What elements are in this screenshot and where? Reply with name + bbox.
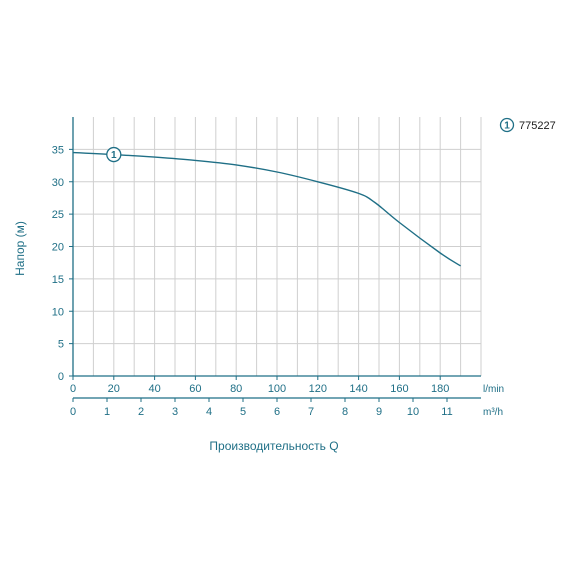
x-tick-labels-secondary: 0 1 2 3 4 5 6 7 8 9 10 11 (70, 398, 453, 418)
y-tick-label: 30 (52, 177, 64, 189)
legend-marker-circle (499, 117, 515, 133)
x2-tick-label: 2 (138, 406, 144, 418)
y-tick-label: 25 (52, 209, 64, 221)
x2-tick-label: 3 (172, 406, 178, 418)
y-tick-label: 35 (52, 144, 64, 156)
series-marker-label: 1 (111, 150, 117, 161)
y-tick-label: 10 (52, 306, 64, 318)
x2-tick-label: 1 (104, 406, 110, 418)
x-tick-label: 100 (268, 383, 286, 395)
x2-tick-label: 9 (376, 406, 382, 418)
y-axis-title: Напор (м) (13, 221, 27, 276)
x2-tick-label: 10 (407, 406, 419, 418)
x-tick-label: 80 (230, 383, 242, 395)
x-tick-label: 0 (70, 383, 76, 395)
x2-tick-label: 0 (70, 406, 76, 418)
x-tick-label: 120 (309, 383, 327, 395)
x-unit-secondary: m³/h (483, 407, 503, 418)
x-tick-label: 40 (148, 383, 160, 395)
x2-tick-label: 6 (274, 406, 280, 418)
x2-tick-label: 4 (206, 406, 212, 418)
x-tick-label: 60 (189, 383, 201, 395)
x2-tick-label: 5 (240, 406, 246, 418)
y-tick-label: 5 (58, 339, 64, 351)
x2-tick-label: 8 (342, 406, 348, 418)
x2-tick-label: 7 (308, 406, 314, 418)
y-tick-label: 20 (52, 242, 64, 254)
series-marker: 1 (106, 146, 122, 163)
y-tick-label: 15 (52, 274, 64, 286)
x-tick-labels-primary: 0 20 40 60 80 100 120 140 160 180 (70, 376, 449, 395)
x-tick-label: 140 (349, 383, 367, 395)
x-unit-primary: l/min (483, 384, 504, 395)
x2-tick-label: 11 (441, 406, 452, 418)
y-tick-label: 0 (58, 371, 64, 383)
x-axis-title: Производительность Q (209, 439, 338, 453)
legend-label: 775227 (519, 120, 556, 132)
x-tick-label: 20 (108, 383, 120, 395)
series-line-775227 (72, 151, 461, 267)
x-tick-label: 180 (431, 383, 449, 395)
y-tick-labels: 0 5 10 15 20 25 30 35 (52, 144, 73, 383)
x-tick-label: 160 (390, 383, 408, 395)
legend: 1 775227 (499, 117, 556, 133)
series-marker-circle (106, 146, 122, 163)
legend-marker-label: 1 (504, 121, 510, 132)
